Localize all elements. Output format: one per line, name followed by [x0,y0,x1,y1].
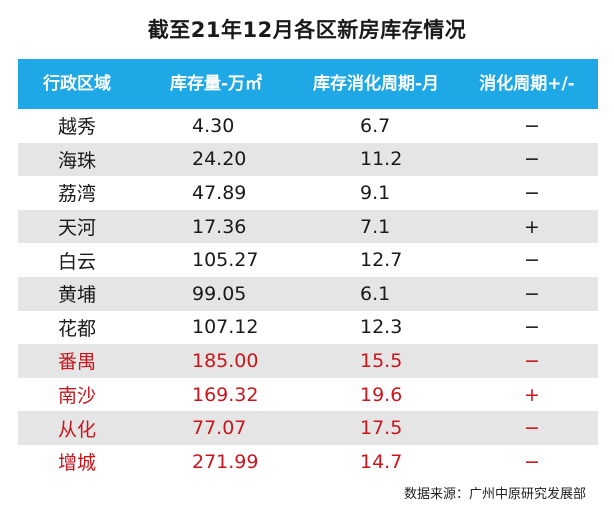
table-row: 从化 77.07 17.5− [18,411,598,445]
cycle-cell: 11.2 [296,142,456,177]
stock-cell: 169.32 [136,377,296,412]
table-header-row: 行政区域 库存量-万㎡ 库存消化周期-月 消化周期+/- [18,59,598,109]
table-row: 增城 271.99 14.7− [18,444,598,479]
stock-cell: 4.30 [136,109,296,143]
change-cell: − [456,142,598,177]
cycle-cell: 12.7 [296,243,456,277]
change-cell: − [456,243,598,277]
source-note: 数据来源：广州中原研究发展部 [403,487,586,502]
inventory-table: 行政区域 库存量-万㎡ 库存消化周期-月 消化周期+/- 越秀 4.30 6.7− 海… [18,59,598,479]
district-cell: 荔湾 [18,176,136,210]
cycle-cell: 6.7 [296,109,456,143]
cycle-cell: 14.7 [296,444,456,479]
district-cell: 海珠 [18,142,136,177]
table-row: 海珠 24.20 11.2− [18,142,598,177]
change-cell: − [456,444,598,479]
district-cell: 从化 [18,411,136,445]
stock-cell: 47.89 [136,176,296,210]
cycle-cell: 9.1 [296,176,456,210]
stock-cell: 105.27 [136,243,296,277]
cycle-cell: 17.5 [296,411,456,445]
district-cell: 增城 [18,444,136,479]
district-cell: 黄埔 [18,276,136,311]
header-cycle: 库存消化周期-月 [296,59,456,109]
change-cell: − [456,176,598,210]
table-row: 番禺 185.00 15.5− [18,344,598,378]
change-cell: + [456,377,598,412]
header-stock: 库存量-万㎡ [136,59,296,109]
district-cell: 越秀 [18,109,136,143]
table-row: 荔湾 47.89 9.1− [18,176,598,210]
header-change: 消化周期+/- [456,59,598,109]
stock-cell: 77.07 [136,411,296,445]
district-cell: 天河 [18,209,136,244]
stock-cell: 99.05 [136,276,296,311]
cycle-cell: 7.1 [296,209,456,244]
change-cell: − [456,276,598,311]
table-row: 花都 107.12 12.3− [18,310,598,345]
cycle-cell: 6.1 [296,276,456,311]
stock-cell: 24.20 [136,142,296,177]
table-row: 天河 17.36 7.1 + [18,209,598,244]
change-cell: − [456,310,598,345]
change-cell: − [456,344,598,378]
stock-cell: 185.00 [136,344,296,378]
stock-cell: 271.99 [136,444,296,479]
cycle-cell: 12.3 [296,310,456,345]
page-title: 截至21年12月各区新房库存情况 [147,18,467,42]
table-row: 白云 105.27 12.7− [18,243,598,277]
district-cell: 白云 [18,243,136,277]
cycle-cell: 19.6 [296,377,456,412]
stock-cell: 17.36 [136,209,296,244]
table-row: 黄埔 99.05 6.1− [18,276,598,311]
table-row: 南沙 169.32 19.6 + [18,377,598,412]
table-row: 越秀 4.30 6.7− [18,109,598,143]
change-cell: − [456,411,598,445]
district-cell: 番禺 [18,344,136,378]
change-cell: + [456,209,598,244]
district-cell: 南沙 [18,377,136,412]
cycle-cell: 15.5 [296,344,456,378]
district-cell: 花都 [18,310,136,345]
change-cell: − [456,109,598,143]
stock-cell: 107.12 [136,310,296,345]
header-district: 行政区域 [18,59,136,109]
